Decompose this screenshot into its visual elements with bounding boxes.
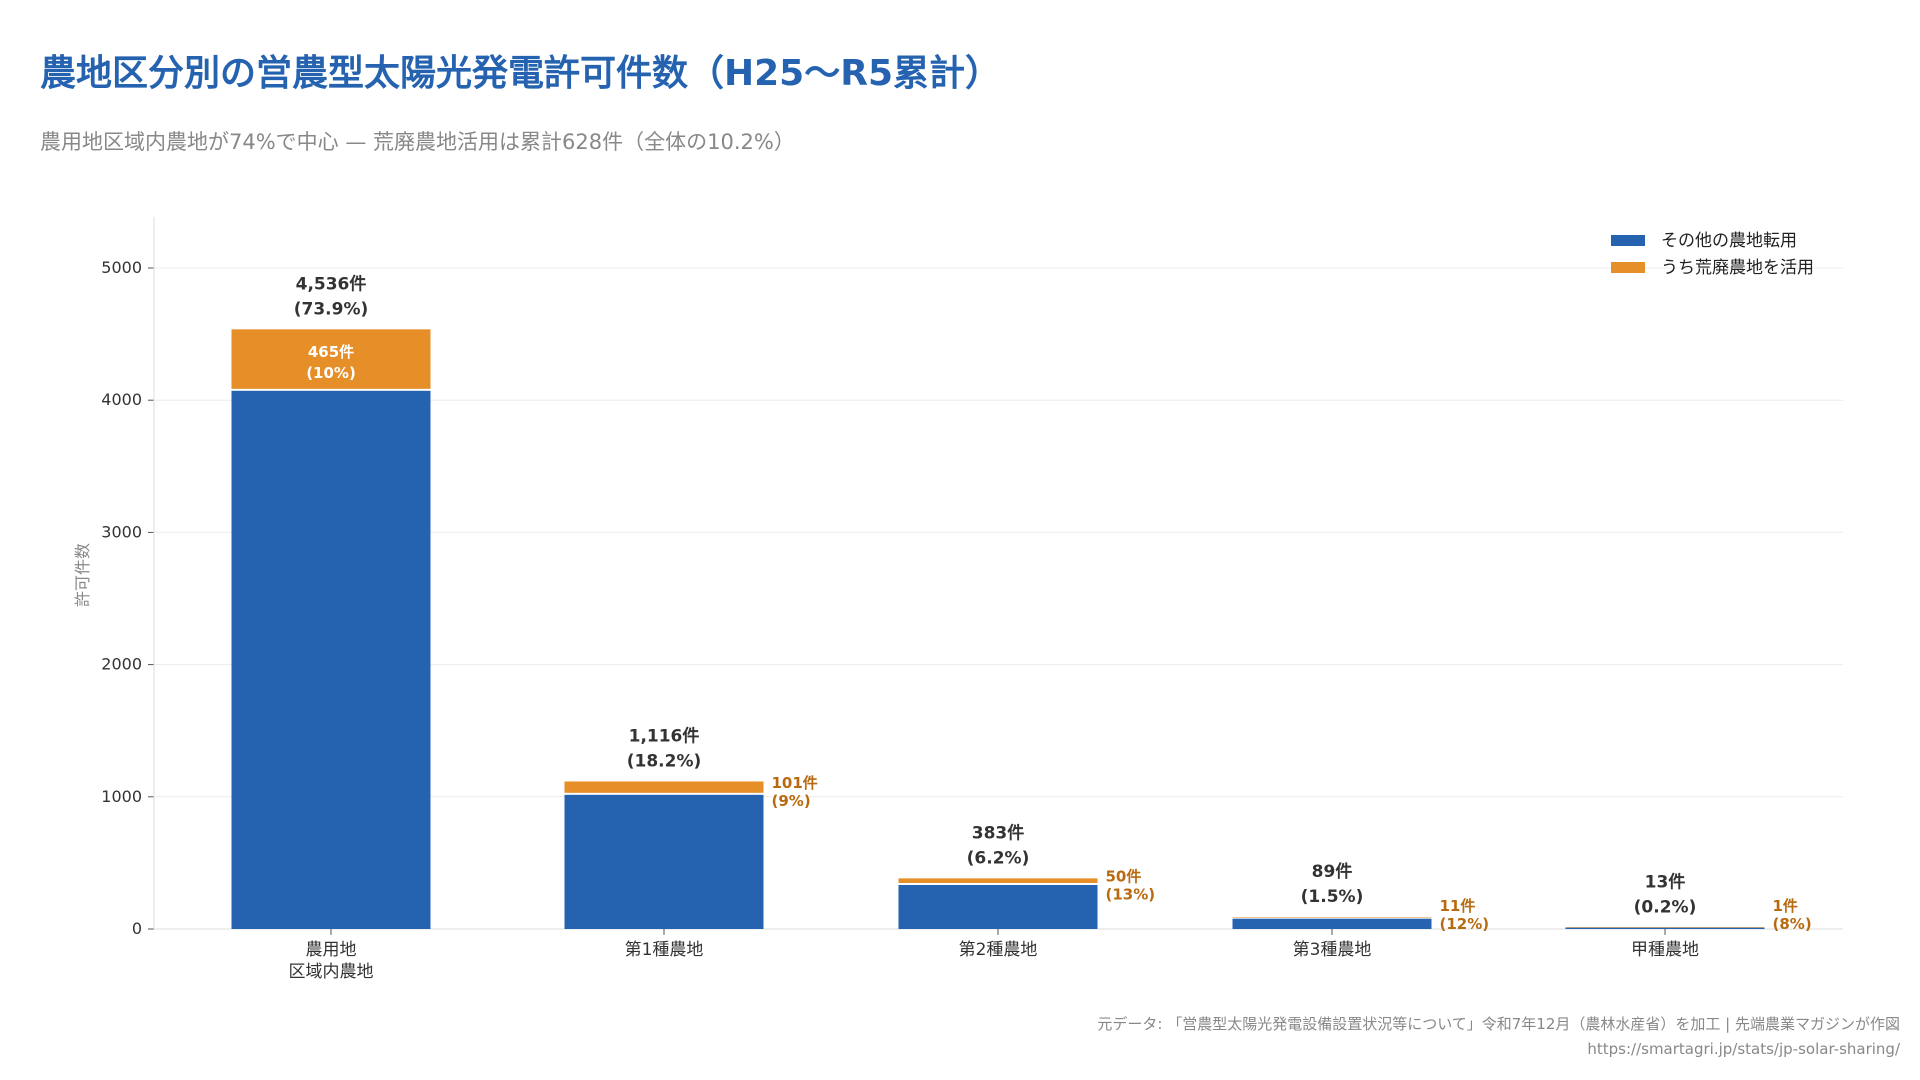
segment-count-label: 50件 (1106, 868, 1142, 886)
share-label: (0.2%) (1634, 897, 1697, 917)
segment-pct-label: (9%) (772, 792, 811, 810)
x-tick-label: 区域内農地 (289, 962, 374, 982)
segment-pct-label: (10%) (306, 364, 356, 382)
x-tick-label: 第3種農地 (1293, 940, 1372, 960)
y-tick-label: 3000 (101, 522, 142, 541)
bar-abandoned-farmland (1565, 927, 1765, 928)
source-citation: 元データ: 「営農型太陽光発電設備設置状況等について」令和7年12月（農林水産省… (1097, 1015, 1900, 1033)
bar-other-conversion (898, 884, 1098, 929)
x-tick-label: 第2種農地 (959, 940, 1038, 960)
segment-count-label: 465件 (308, 343, 354, 361)
y-tick-label: 0 (132, 919, 142, 938)
segment-count-label: 1件 (1773, 897, 1798, 915)
total-label: 4,536件 (296, 273, 367, 294)
source-note: 元データ: 「営農型太陽光発電設備設置状況等について」令和7年12月（農林水産省… (1097, 1012, 1900, 1062)
bar-other-conversion (1232, 918, 1432, 929)
total-label: 1,116件 (629, 725, 700, 746)
segment-pct-label: (13%) (1106, 886, 1156, 904)
segment-pct-label: (12%) (1440, 915, 1490, 933)
bar-other-conversion (1565, 927, 1765, 929)
legend-label: その他の農地転用 (1661, 231, 1797, 251)
x-tick-label: 第1種農地 (625, 940, 704, 960)
y-tick-label: 2000 (101, 655, 142, 674)
legend-label: うち荒廃農地を活用 (1661, 258, 1814, 278)
total-label: 89件 (1312, 861, 1353, 882)
bar-abandoned-farmland (231, 329, 431, 389)
y-tick-label: 5000 (101, 258, 142, 277)
segment-pct-label: (8%) (1773, 915, 1812, 933)
y-tick-label: 4000 (101, 390, 142, 409)
bar-other-conversion (564, 794, 764, 929)
y-axis-label: 許可件数 (73, 543, 92, 607)
segment-count-label: 11件 (1440, 897, 1476, 915)
share-label: (1.5%) (1301, 887, 1364, 907)
x-tick-label: 農用地 (306, 940, 357, 960)
chart-title: 農地区分別の営農型太陽光発電許可件数（H25〜R5累計） (40, 53, 1001, 94)
x-tick-label: 甲種農地 (1631, 940, 1699, 960)
share-label: (6.2%) (967, 848, 1030, 868)
bar-abandoned-farmland (1232, 917, 1432, 918)
share-label: (18.2%) (627, 751, 702, 771)
bar-abandoned-farmland (564, 781, 764, 793)
source-url[interactable]: https://smartagri.jp/stats/jp-solar-shar… (1587, 1040, 1900, 1058)
legend-swatch (1611, 262, 1645, 273)
total-label: 383件 (972, 822, 1025, 843)
segment-count-label: 101件 (772, 774, 818, 792)
y-tick-label: 1000 (101, 787, 142, 806)
total-label: 13件 (1645, 871, 1686, 892)
share-label: (73.9%) (294, 299, 369, 319)
chart-subtitle: 農用地区域内農地が74%で中心 — 荒廃農地活用は累計628件（全体の10.2%… (40, 130, 795, 154)
bar-other-conversion (231, 390, 431, 929)
legend-swatch (1611, 235, 1645, 246)
bar-abandoned-farmland (898, 878, 1098, 883)
